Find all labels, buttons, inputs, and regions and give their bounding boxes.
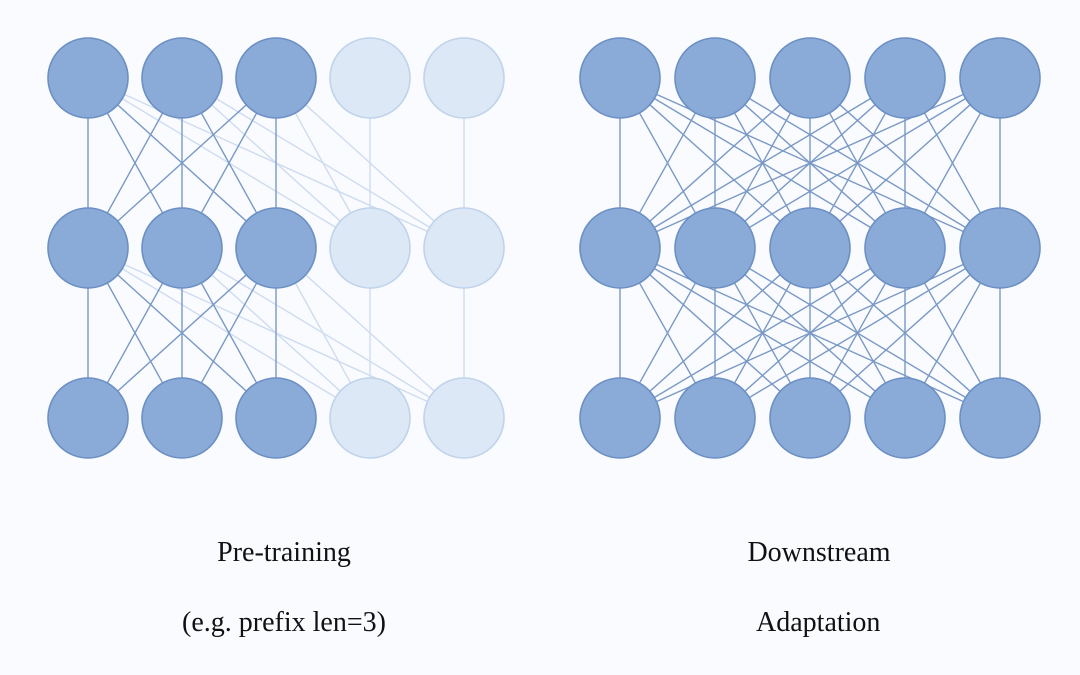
light-node <box>330 38 410 118</box>
downstream-nodes <box>580 38 1040 458</box>
active-node <box>960 38 1040 118</box>
active-node <box>580 378 660 458</box>
active-node <box>960 208 1040 288</box>
light-node <box>424 38 504 118</box>
active-node <box>580 38 660 118</box>
active-node <box>48 38 128 118</box>
diagram-stage: Pre-training (e.g. prefix len=3) Downstr… <box>0 0 1080 610</box>
active-node <box>142 208 222 288</box>
active-node <box>48 378 128 458</box>
active-node <box>770 38 850 118</box>
active-node <box>675 38 755 118</box>
active-node <box>580 208 660 288</box>
active-node <box>48 208 128 288</box>
light-node <box>424 208 504 288</box>
downstream-caption-line2: Adaptation <box>756 607 880 638</box>
active-node <box>960 378 1040 458</box>
pretraining-caption-line1: Pre-training <box>217 537 351 568</box>
pretraining-caption-line2: (e.g. prefix len=3) <box>182 607 386 638</box>
active-node <box>236 38 316 118</box>
light-node <box>424 378 504 458</box>
active-node <box>236 378 316 458</box>
active-node <box>675 208 755 288</box>
active-node <box>865 208 945 288</box>
downstream-network <box>560 20 1050 480</box>
active-node <box>865 38 945 118</box>
active-node <box>770 378 850 458</box>
downstream-caption: Downstream Adaptation <box>605 500 1005 675</box>
pretraining-caption: Pre-training (e.g. prefix len=3) <box>70 500 470 675</box>
active-node <box>142 38 222 118</box>
active-node <box>236 208 316 288</box>
light-node <box>330 378 410 458</box>
pretraining-network <box>30 20 510 480</box>
downstream-caption-line1: Downstream <box>747 537 890 568</box>
active-node <box>675 378 755 458</box>
active-node <box>770 208 850 288</box>
light-node <box>330 208 410 288</box>
pretraining-nodes <box>48 38 504 458</box>
active-node <box>142 378 222 458</box>
active-node <box>865 378 945 458</box>
